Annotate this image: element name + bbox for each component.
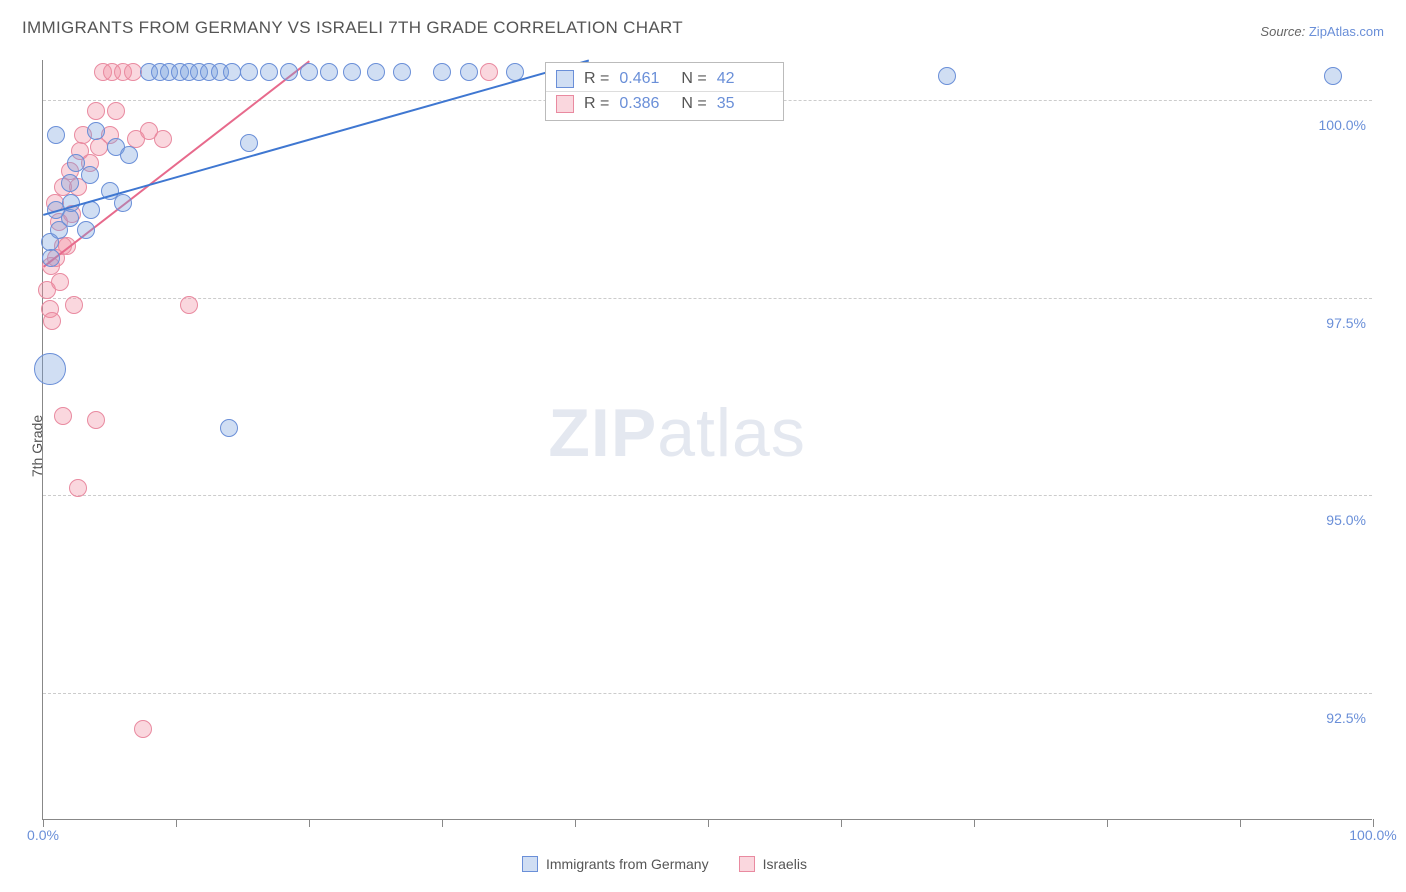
data-point[interactable] [480,63,498,81]
x-tick [176,819,177,827]
source-link[interactable]: ZipAtlas.com [1309,24,1384,39]
source-attribution: Source: ZipAtlas.com [1260,24,1384,39]
stat-value-r: 0.461 [619,70,671,88]
x-tick [1373,819,1374,827]
x-tick [841,819,842,827]
data-point[interactable] [1324,67,1342,85]
data-point[interactable] [34,353,66,385]
data-point[interactable] [320,63,338,81]
data-point[interactable] [134,720,152,738]
data-point[interactable] [180,296,198,314]
x-tick [1240,819,1241,827]
legend-swatch [739,856,755,872]
x-tick [43,819,44,827]
data-point[interactable] [260,63,278,81]
legend: Immigrants from Germany Israelis [522,856,807,872]
data-point[interactable] [43,312,61,330]
x-tick [442,819,443,827]
series-swatch [556,95,574,113]
stat-value-n: 35 [717,95,769,113]
data-point[interactable] [61,209,79,227]
watermark: ZIPatlas [548,394,805,472]
legend-item[interactable]: Immigrants from Germany [522,856,709,872]
data-point[interactable] [433,63,451,81]
data-point[interactable] [61,174,79,192]
data-point[interactable] [120,146,138,164]
plot-area: 100.0%97.5%95.0%92.5%0.0%100.0%ZIPatlasR… [42,60,1372,820]
source-label: Source: [1260,24,1305,39]
stat-value-r: 0.386 [619,95,671,113]
y-tick-label: 95.0% [1326,512,1366,528]
data-point[interactable] [42,249,60,267]
data-point[interactable] [114,194,132,212]
data-point[interactable] [154,130,172,148]
data-point[interactable] [81,166,99,184]
trend-line [43,60,589,216]
x-tick [575,819,576,827]
stats-row: R = 0.386 N = 35 [546,91,783,116]
data-point[interactable] [240,63,258,81]
chart-container: IMMIGRANTS FROM GERMANY VS ISRAELI 7TH G… [0,0,1406,892]
data-point[interactable] [280,63,298,81]
data-point[interactable] [938,67,956,85]
data-point[interactable] [107,102,125,120]
y-tick-label: 97.5% [1326,315,1366,331]
stat-label-n: N = [681,95,706,113]
gridline [43,298,1372,299]
x-tick [1107,819,1108,827]
data-point[interactable] [343,63,361,81]
data-point[interactable] [393,63,411,81]
stat-label-r: R = [584,70,609,88]
data-point[interactable] [300,63,318,81]
stats-legend: R = 0.461 N = 42 R = 0.386 N = 35 [545,62,784,121]
data-point[interactable] [65,296,83,314]
data-point[interactable] [87,411,105,429]
x-tick [974,819,975,827]
gridline [43,693,1372,694]
stats-row: R = 0.461 N = 42 [546,67,783,91]
chart-title: IMMIGRANTS FROM GERMANY VS ISRAELI 7TH G… [22,18,683,38]
y-tick-label: 92.5% [1326,710,1366,726]
x-tick-label: 100.0% [1349,827,1396,843]
data-point[interactable] [460,63,478,81]
data-point[interactable] [220,419,238,437]
stat-value-n: 42 [717,70,769,88]
x-tick-label: 0.0% [27,827,59,843]
data-point[interactable] [47,126,65,144]
data-point[interactable] [51,273,69,291]
stat-label-n: N = [681,70,706,88]
x-tick [708,819,709,827]
legend-item[interactable]: Israelis [739,856,807,872]
data-point[interactable] [87,102,105,120]
data-point[interactable] [54,407,72,425]
data-point[interactable] [69,479,87,497]
series-swatch [556,70,574,88]
x-tick [309,819,310,827]
legend-swatch [522,856,538,872]
data-point[interactable] [367,63,385,81]
y-tick-label: 100.0% [1319,117,1366,133]
data-point[interactable] [223,63,241,81]
legend-label: Israelis [763,856,807,872]
data-point[interactable] [240,134,258,152]
data-point[interactable] [87,122,105,140]
data-point[interactable] [77,221,95,239]
gridline [43,495,1372,496]
stat-label-r: R = [584,95,609,113]
legend-label: Immigrants from Germany [546,856,709,872]
